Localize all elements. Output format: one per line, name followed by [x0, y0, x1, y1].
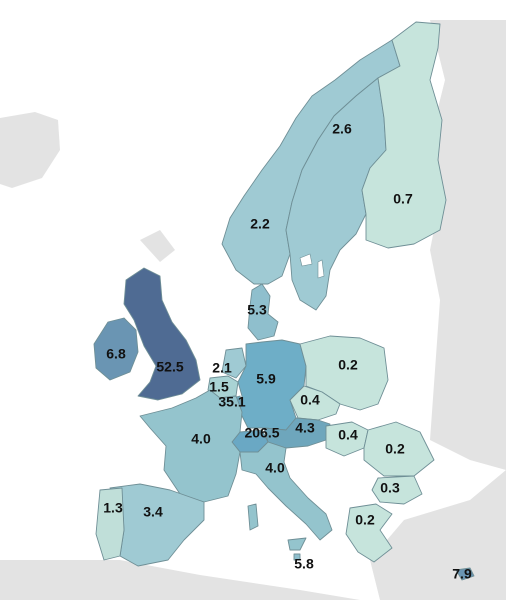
- value-label-spain: 3.4: [143, 504, 163, 520]
- value-label-norway: 2.2: [250, 216, 270, 232]
- country-united-kingdom[interactable]: [123, 267, 201, 401]
- country-netherlands[interactable]: [221, 347, 247, 379]
- value-label-cyprus: 7.9: [452, 566, 472, 582]
- country-bulgaria[interactable]: [371, 475, 423, 505]
- value-labels: 2.2 2.6 0.7 5.3 6.8 52.5 2.1 1.535.1 5.9 0.2 0.4 4.…: [103, 121, 472, 582]
- value-label-austria: 4.3: [295, 420, 315, 436]
- value-label-malta: 5.8: [294, 556, 314, 572]
- background-land: [0, 20, 506, 600]
- value-label-poland: 0.2: [338, 357, 358, 373]
- value-label-portugal: 1.3: [103, 500, 123, 516]
- countries: [93, 21, 475, 581]
- country-ireland[interactable]: [93, 317, 139, 381]
- value-label-finland: 0.7: [393, 191, 413, 207]
- value-label-sweden: 2.6: [332, 121, 352, 137]
- value-label-romania: 0.2: [385, 441, 405, 457]
- country-poland[interactable]: [299, 335, 389, 411]
- country-italy[interactable]: [239, 441, 333, 541]
- value-label-switzerland: 206.5: [244, 425, 279, 441]
- value-label-hungary: 0.4: [338, 427, 358, 443]
- country-portugal[interactable]: [95, 487, 125, 561]
- value-label-denmark: 5.3: [247, 302, 267, 318]
- value-label-france: 4.0: [191, 431, 211, 447]
- country-italy-sardinia[interactable]: [247, 503, 259, 531]
- country-france[interactable]: [139, 389, 243, 503]
- lake-vanern: [299, 253, 313, 267]
- value-label-italy: 4.0: [265, 460, 285, 476]
- value-label-germany: 5.9: [256, 371, 276, 387]
- country-cyprus[interactable]: [455, 567, 475, 581]
- value-label-bulgaria: 0.3: [380, 480, 400, 496]
- value-label-czechia: 0.4: [300, 392, 320, 408]
- value-label-luxembourg: 35.1: [218, 394, 245, 410]
- country-finland[interactable]: [361, 21, 447, 249]
- value-label-united-kingdom: 52.5: [156, 359, 183, 375]
- country-greece[interactable]: [345, 503, 393, 563]
- value-label-belgium: 1.5: [209, 379, 229, 395]
- value-label-ireland: 6.8: [106, 346, 126, 362]
- value-label-netherlands: 2.1: [212, 360, 232, 376]
- country-denmark[interactable]: [247, 283, 279, 341]
- value-label-greece: 0.2: [355, 512, 375, 528]
- lake-vattern: [317, 259, 325, 279]
- country-italy-sicily[interactable]: [287, 537, 307, 551]
- country-malta[interactable]: [293, 553, 301, 561]
